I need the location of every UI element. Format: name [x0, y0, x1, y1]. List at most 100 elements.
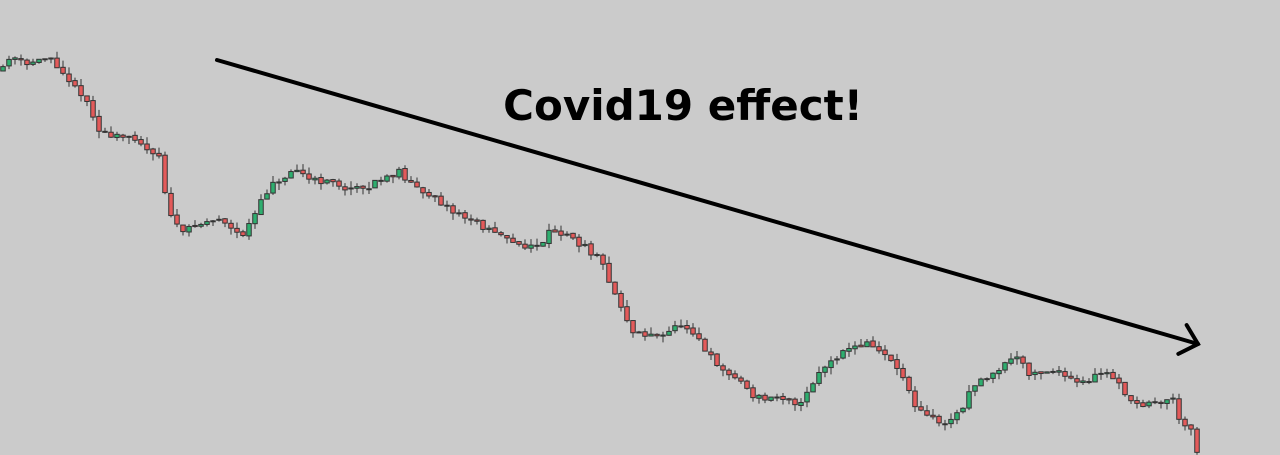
candle-body-up: [1080, 380, 1086, 384]
candle: [384, 174, 390, 183]
candle: [1164, 399, 1170, 410]
candle: [870, 336, 876, 348]
candle: [336, 178, 342, 190]
candle-body-down: [624, 306, 630, 322]
candle-body-down: [498, 232, 504, 236]
candle-body-up: [486, 227, 492, 230]
candle-body-down: [432, 195, 438, 198]
candle-body-down: [924, 410, 930, 416]
candle-body-up: [1032, 371, 1038, 376]
candle: [1104, 368, 1110, 378]
candle-body-up: [204, 221, 210, 225]
candle-body-up: [966, 391, 972, 409]
candle-body-up: [384, 175, 390, 182]
candle-body-down: [318, 177, 324, 185]
candle: [630, 320, 636, 338]
candle: [594, 252, 600, 258]
candle: [414, 177, 420, 188]
candle-body-down: [726, 369, 732, 376]
candle-body-down: [684, 325, 690, 330]
candle-body-down: [1026, 362, 1032, 376]
candle-body-down: [1134, 400, 1140, 404]
candle-body-up: [1014, 356, 1020, 360]
candle-body-up: [648, 333, 654, 337]
candle: [30, 58, 36, 67]
candle-body-down: [522, 243, 528, 249]
candle-body-down: [516, 241, 522, 245]
candle: [678, 319, 684, 329]
candle: [294, 164, 300, 173]
candle-body-down: [462, 212, 468, 219]
candle-body-down: [1020, 356, 1026, 364]
candle-body-up: [264, 193, 270, 200]
trend-arrow-line: [215, 58, 1200, 346]
candle-body-down: [60, 66, 66, 74]
candle-body-down: [438, 195, 444, 206]
candle-body-up: [366, 188, 372, 191]
annotation-layer: Covid19 effect!: [215, 58, 1201, 356]
candle-body-down: [402, 168, 408, 181]
candle: [1044, 371, 1050, 374]
candle: [534, 238, 540, 251]
candle: [330, 178, 336, 187]
candle-body-down: [1158, 401, 1164, 404]
candle: [174, 209, 180, 228]
candle-body-down: [942, 423, 948, 426]
candle-body-down: [342, 186, 348, 191]
candle-body-down: [714, 353, 720, 367]
candle-body-down: [600, 254, 606, 265]
candle-body-down: [222, 218, 228, 224]
candle: [120, 133, 126, 142]
candle: [972, 385, 978, 397]
candle: [852, 341, 858, 355]
candle: [540, 241, 546, 247]
candle-body-down: [630, 320, 636, 334]
candle-body-down: [936, 415, 942, 424]
candle-body-up: [126, 135, 132, 138]
candle: [966, 385, 972, 411]
candle-body-up: [954, 412, 960, 421]
candle-body-up: [216, 218, 222, 221]
candle: [0, 64, 6, 72]
candle-body-down: [468, 218, 474, 221]
candle: [402, 165, 408, 184]
candle: [1134, 396, 1140, 409]
candle: [858, 338, 864, 348]
candle: [108, 126, 114, 138]
candle: [642, 328, 648, 341]
candle-body-down: [786, 398, 792, 401]
candle-body-up: [0, 66, 6, 72]
candle-body-down: [792, 398, 798, 406]
candle: [408, 176, 414, 184]
candle: [1092, 368, 1098, 383]
candle-body-down: [444, 204, 450, 207]
candle-body-down: [642, 331, 648, 337]
candle: [498, 231, 504, 237]
candle-body-up: [102, 130, 108, 133]
candle: [234, 222, 240, 239]
candle: [228, 219, 234, 235]
candle: [450, 203, 456, 220]
candle-body-down: [750, 387, 756, 399]
candle: [1032, 369, 1038, 380]
candle-body-down: [654, 333, 660, 337]
candle: [558, 225, 564, 241]
candle-body-up: [810, 383, 816, 393]
candle-body-up: [396, 168, 402, 178]
candle-body-down: [744, 380, 750, 389]
candle-body-down: [576, 236, 582, 247]
candle-body-down: [336, 180, 342, 187]
candle-body-up: [864, 341, 870, 348]
candle: [1140, 399, 1146, 408]
candle: [624, 299, 630, 323]
candle: [24, 58, 30, 70]
candle-body-up: [1146, 401, 1152, 407]
candle: [648, 327, 654, 337]
candle: [42, 58, 48, 62]
candle: [1014, 351, 1020, 365]
candle-body-up: [114, 133, 120, 139]
candle: [672, 320, 678, 334]
candle: [432, 194, 438, 203]
candle-body-down: [1194, 428, 1200, 453]
candle-body-down: [390, 174, 396, 178]
